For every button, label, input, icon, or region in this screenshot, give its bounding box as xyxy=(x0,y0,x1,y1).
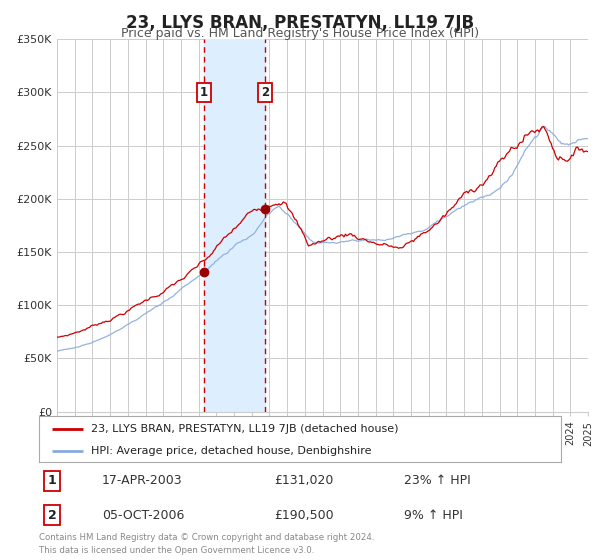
Text: 23, LLYS BRAN, PRESTATYN, LL19 7JB (detached house): 23, LLYS BRAN, PRESTATYN, LL19 7JB (deta… xyxy=(91,424,398,434)
Text: £190,500: £190,500 xyxy=(274,508,334,521)
Text: 2: 2 xyxy=(47,508,56,521)
Bar xyxy=(204,39,265,412)
Text: £131,020: £131,020 xyxy=(274,474,333,487)
Text: HPI: Average price, detached house, Denbighshire: HPI: Average price, detached house, Denb… xyxy=(91,446,372,455)
Text: 05-OCT-2006: 05-OCT-2006 xyxy=(101,508,184,521)
Text: Price paid vs. HM Land Registry's House Price Index (HPI): Price paid vs. HM Land Registry's House … xyxy=(121,27,479,40)
Text: 2: 2 xyxy=(261,86,269,99)
Text: 1: 1 xyxy=(200,86,208,99)
Text: 23% ↑ HPI: 23% ↑ HPI xyxy=(404,474,471,487)
Text: 1: 1 xyxy=(47,474,56,487)
Text: 17-APR-2003: 17-APR-2003 xyxy=(101,474,182,487)
Text: 9% ↑ HPI: 9% ↑ HPI xyxy=(404,508,463,521)
Text: Contains HM Land Registry data © Crown copyright and database right 2024.
This d: Contains HM Land Registry data © Crown c… xyxy=(39,533,374,554)
Text: 23, LLYS BRAN, PRESTATYN, LL19 7JB: 23, LLYS BRAN, PRESTATYN, LL19 7JB xyxy=(126,14,474,32)
